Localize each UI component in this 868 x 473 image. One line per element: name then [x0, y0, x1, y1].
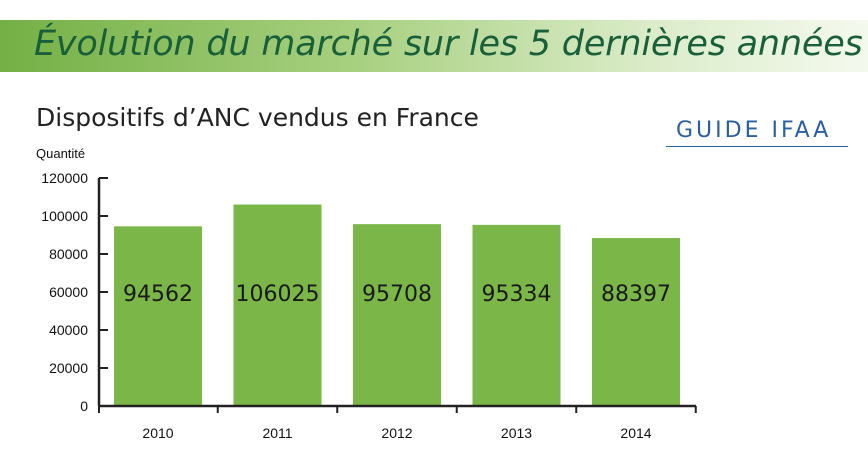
data-label-2010: 94562 [123, 282, 193, 307]
y-tick-label-20000: 20000 [49, 360, 88, 376]
data-label-2014: 88397 [601, 282, 671, 307]
bar-2014 [592, 238, 680, 406]
y-tick-label-80000: 80000 [49, 246, 88, 262]
x-tick-label-2013: 2013 [501, 425, 532, 441]
y-tick-label-0: 0 [80, 398, 88, 414]
banner-title: Évolution du marché sur les 5 dernières … [34, 24, 863, 64]
y-tick-label-60000: 60000 [49, 284, 88, 300]
y-tick-label-100000: 100000 [41, 208, 88, 224]
bar-2011 [233, 204, 322, 406]
y-tick-label-120000: 120000 [41, 170, 88, 186]
logo-text: GUIDE IFAA [676, 118, 832, 143]
x-tick-label-2012: 2012 [381, 425, 412, 441]
bar-2010 [114, 226, 202, 406]
data-label-2011: 106025 [236, 282, 320, 307]
title-banner [0, 20, 868, 72]
data-label-2012: 95708 [362, 282, 432, 307]
bar-2013 [472, 224, 561, 406]
chart-title: Dispositifs d’ANC vendus en France [36, 103, 479, 132]
data-label-2013: 95334 [482, 282, 552, 307]
bar-2012 [353, 224, 441, 406]
y-axis-label: Quantité [36, 146, 86, 161]
guide-ifaa-logo: GUIDE IFAA [666, 118, 848, 147]
y-tick-label-40000: 40000 [49, 322, 88, 338]
x-tick-label-2010: 2010 [142, 425, 173, 441]
x-tick-label-2011: 2011 [262, 425, 292, 441]
x-tick-label-2014: 2014 [620, 425, 651, 441]
